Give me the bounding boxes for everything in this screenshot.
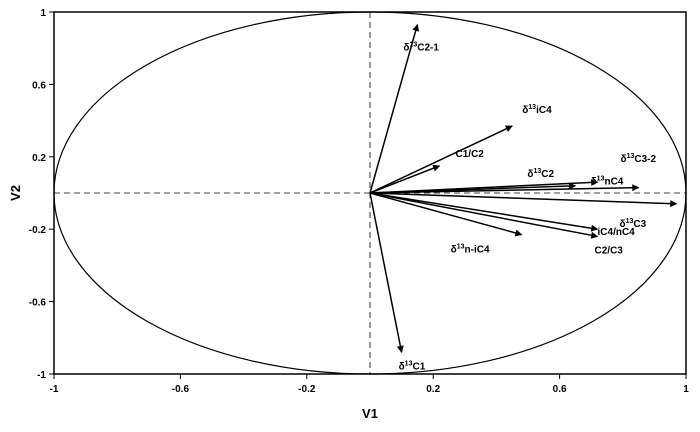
vector-label: iC4/nC4 [598,227,636,238]
loading-vector-arrow [369,23,420,194]
y-tick-label: -1 [37,370,46,381]
loading-vector-arrow [369,192,523,237]
vector-label: δ13C2-1 [403,42,439,54]
x-axis-ticks: -1 -0.6 -0.2 0.2 0.6 1 [50,374,689,395]
loading-vector-arrow [369,125,513,194]
y-tick-label: -0.2 [29,225,47,236]
vector-label: δ13C2 [527,168,554,180]
vector-label: δ13n-iC4 [451,244,490,256]
vector-label: C1/C2 [456,149,485,160]
vector-label: δ13C3-2 [621,153,657,165]
x-tick-label: -0.6 [172,384,190,395]
loading-vector-arrow [369,192,599,239]
x-tick-label: 0.2 [426,384,440,395]
x-tick-label: 1 [683,384,689,395]
vector-label: δ13C1 [399,360,426,372]
loading-vector-arrow [369,164,441,194]
loading-vector-arrow [369,184,640,194]
y-tick-label: 0.2 [32,153,46,164]
y-tick-label: -0.6 [29,298,47,309]
x-tick-label: -0.2 [298,384,316,395]
x-axis-title: V1 [362,406,378,421]
x-tick-label: 0.6 [553,384,567,395]
x-tick-label: -1 [50,384,59,395]
loading-vector-arrow [369,192,599,232]
loading-vector-arrow [369,192,404,353]
vector-label: δ13iC4 [522,104,552,116]
y-axis-ticks: 1 0.6 0.2 -0.2 -0.6 -1 [29,8,54,381]
loading-vector-arrow [369,178,599,194]
loading-vector-arrow [369,192,678,208]
y-tick-label: 1 [40,8,46,19]
y-axis-title: V2 [8,185,23,201]
vector-label: C2/C3 [595,245,624,256]
y-tick-label: 0.6 [32,80,46,91]
vector-label: δ13nC4 [591,176,624,188]
loading-vectors: δ13C2-1 δ13iC4 C1/C2 δ13C2 δ13C3-2 δ13nC4 δ13C… [369,23,678,372]
